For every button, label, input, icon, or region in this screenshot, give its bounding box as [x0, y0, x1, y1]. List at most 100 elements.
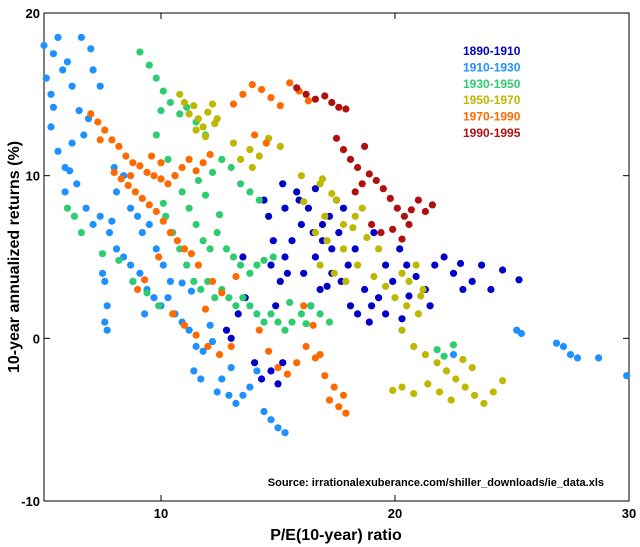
data-point — [145, 220, 153, 229]
legend-entry: 1990-1995 — [463, 126, 521, 140]
data-point — [77, 229, 85, 237]
data-point — [517, 329, 526, 338]
data-point — [461, 383, 469, 391]
data-point — [190, 367, 198, 375]
data-point — [595, 354, 603, 362]
data-point — [382, 282, 390, 290]
data-point — [431, 261, 439, 269]
data-point — [47, 90, 55, 98]
data-point — [449, 351, 458, 359]
data-point — [103, 326, 111, 334]
data-point — [70, 212, 78, 220]
data-point — [253, 310, 261, 318]
data-point — [145, 201, 153, 209]
data-point — [368, 220, 376, 229]
data-point — [159, 217, 167, 225]
data-point — [426, 302, 434, 310]
data-point — [421, 351, 429, 359]
data-point — [164, 294, 172, 302]
data-point — [274, 318, 282, 326]
data-point — [131, 188, 139, 196]
data-point — [194, 176, 202, 185]
data-point — [87, 110, 95, 118]
data-point — [237, 155, 245, 163]
data-point — [187, 250, 195, 258]
data-point — [354, 261, 362, 269]
data-point — [40, 41, 48, 50]
data-point — [393, 204, 401, 212]
data-point — [300, 269, 308, 277]
data-point — [201, 133, 210, 141]
x-tick-label: 10 — [154, 506, 168, 521]
data-point — [227, 334, 235, 342]
data-point — [194, 115, 202, 123]
data-point — [164, 155, 172, 163]
data-point — [192, 220, 200, 229]
data-point — [419, 285, 427, 294]
data-point — [346, 155, 355, 163]
legend-entry: 1950-1970 — [463, 93, 521, 107]
data-point — [361, 142, 369, 150]
data-point — [274, 364, 282, 372]
data-point — [566, 351, 575, 359]
data-point — [403, 261, 411, 269]
data-point — [452, 375, 460, 383]
data-point — [218, 375, 226, 383]
data-point — [201, 305, 210, 313]
data-point — [246, 269, 254, 277]
data-point — [487, 285, 495, 294]
data-point — [309, 321, 317, 329]
data-point — [342, 409, 350, 417]
data-point — [169, 310, 177, 318]
data-point — [180, 321, 188, 329]
data-point — [98, 250, 107, 258]
data-point — [288, 318, 296, 326]
data-point — [229, 139, 238, 147]
legend-entry: 1970-1990 — [463, 110, 521, 124]
legend-entry: 1890-1910 — [463, 44, 521, 58]
data-point — [251, 131, 259, 139]
data-point — [68, 139, 76, 147]
data-point — [239, 90, 247, 98]
data-point — [227, 342, 235, 351]
data-point — [206, 150, 214, 159]
data-point — [265, 212, 273, 220]
data-point — [239, 391, 247, 399]
legend-entry: 1910-1930 — [463, 60, 521, 74]
data-point — [239, 253, 247, 261]
data-point — [288, 237, 296, 245]
data-point — [232, 302, 240, 310]
data-point — [150, 294, 158, 302]
data-point — [105, 229, 114, 237]
data-point — [281, 429, 289, 437]
data-point — [410, 390, 418, 398]
data-point — [354, 163, 362, 172]
data-point — [222, 245, 231, 253]
data-point — [246, 146, 254, 154]
data-point — [204, 342, 212, 351]
y-tick-label: 10 — [26, 169, 40, 184]
data-point — [89, 220, 97, 229]
data-point — [328, 245, 336, 253]
data-point — [138, 194, 146, 202]
data-point — [269, 253, 277, 261]
data-point — [433, 346, 441, 354]
data-point — [414, 310, 422, 318]
data-point — [346, 302, 355, 310]
data-point — [433, 359, 441, 367]
data-point — [480, 399, 488, 407]
data-point — [129, 277, 137, 285]
data-point — [274, 380, 282, 388]
data-point — [339, 245, 348, 253]
data-point — [363, 233, 371, 242]
data-point — [302, 90, 310, 98]
data-point — [332, 134, 341, 142]
data-point — [73, 180, 81, 188]
data-point — [559, 342, 568, 351]
data-point — [124, 181, 132, 189]
data-point — [96, 82, 104, 90]
data-point — [180, 245, 188, 253]
data-point — [141, 276, 149, 284]
data-point — [339, 204, 348, 212]
data-point — [489, 388, 497, 396]
